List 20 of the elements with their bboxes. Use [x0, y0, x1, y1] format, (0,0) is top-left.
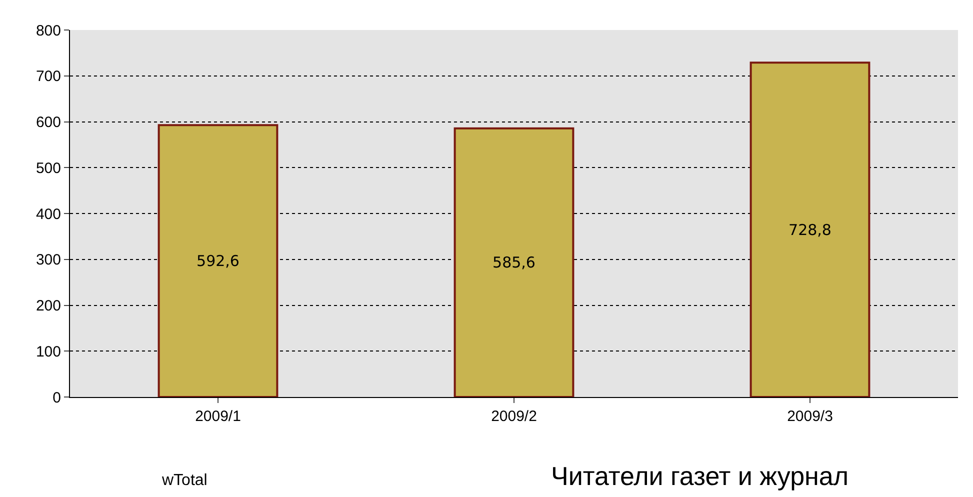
y-tick-label: 500	[36, 160, 61, 177]
bar	[750, 62, 870, 397]
y-tick-label: 600	[36, 114, 61, 131]
y-tick-label: 400	[36, 206, 61, 223]
x-tick-label: 2009/2	[491, 408, 537, 425]
text: wTotal	[161, 472, 208, 489]
bar	[158, 124, 278, 397]
y-tick-label: 0	[52, 389, 61, 406]
bar	[454, 127, 574, 397]
data-label: 592,6	[196, 252, 240, 270]
y-tick-label: 700	[36, 68, 61, 86]
data-label: 728,8	[788, 220, 832, 239]
text: Читатели газет и журнал	[551, 461, 849, 491]
x-tick-label: 2009/1	[195, 408, 241, 425]
y-tick-label: 200	[36, 298, 61, 314]
x-tick-label: 2009/3	[787, 408, 833, 425]
data-label: 585,6	[492, 254, 536, 272]
y-tick-label: 300	[36, 252, 61, 269]
y-tick-label: 100	[36, 343, 61, 360]
y-tick-label: 800	[36, 22, 61, 40]
